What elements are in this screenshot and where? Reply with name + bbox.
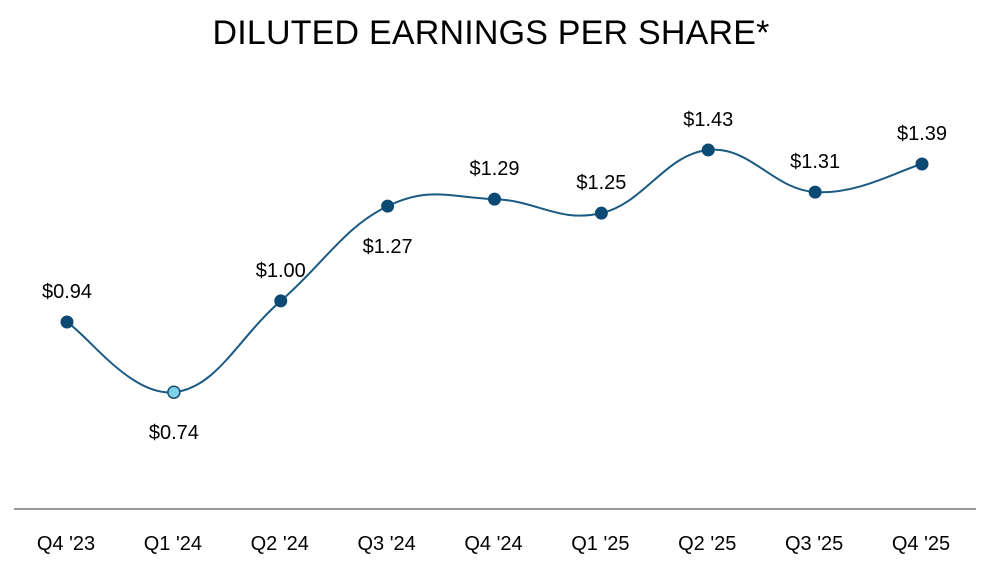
data-point [274,294,288,308]
x-tick-label: Q1 '25 [571,533,629,555]
chart-title: DILUTED EARNINGS PER SHARE* [212,14,770,52]
data-label: $0.94 [42,281,92,303]
data-label: $1.39 [897,123,947,145]
x-tick-label: Q2 '24 [251,533,309,555]
data-label: $1.27 [363,236,413,258]
data-label: $1.25 [576,172,626,194]
data-point [60,315,74,329]
data-point [167,385,181,399]
data-label: $1.43 [683,109,733,131]
x-tick-label: Q1 '24 [144,533,202,555]
data-label: $1.00 [256,260,306,282]
x-tick-label: Q4 '25 [892,533,950,555]
data-point [594,206,608,220]
x-tick-label: Q4 '23 [37,533,95,555]
data-label: $1.29 [469,158,519,180]
x-tick-label: Q2 '25 [678,533,736,555]
data-point [381,199,395,213]
data-point [915,157,929,171]
x-tick-label: Q3 '24 [357,533,415,555]
data-label: $1.31 [790,151,840,173]
data-point [488,192,501,206]
x-tick-label: Q3 '25 [785,533,843,555]
x-tick-label: Q4 '24 [464,533,522,555]
data-point [808,185,822,199]
data-point [701,143,715,157]
series-line [66,148,923,394]
data-label: $0.74 [149,422,199,444]
